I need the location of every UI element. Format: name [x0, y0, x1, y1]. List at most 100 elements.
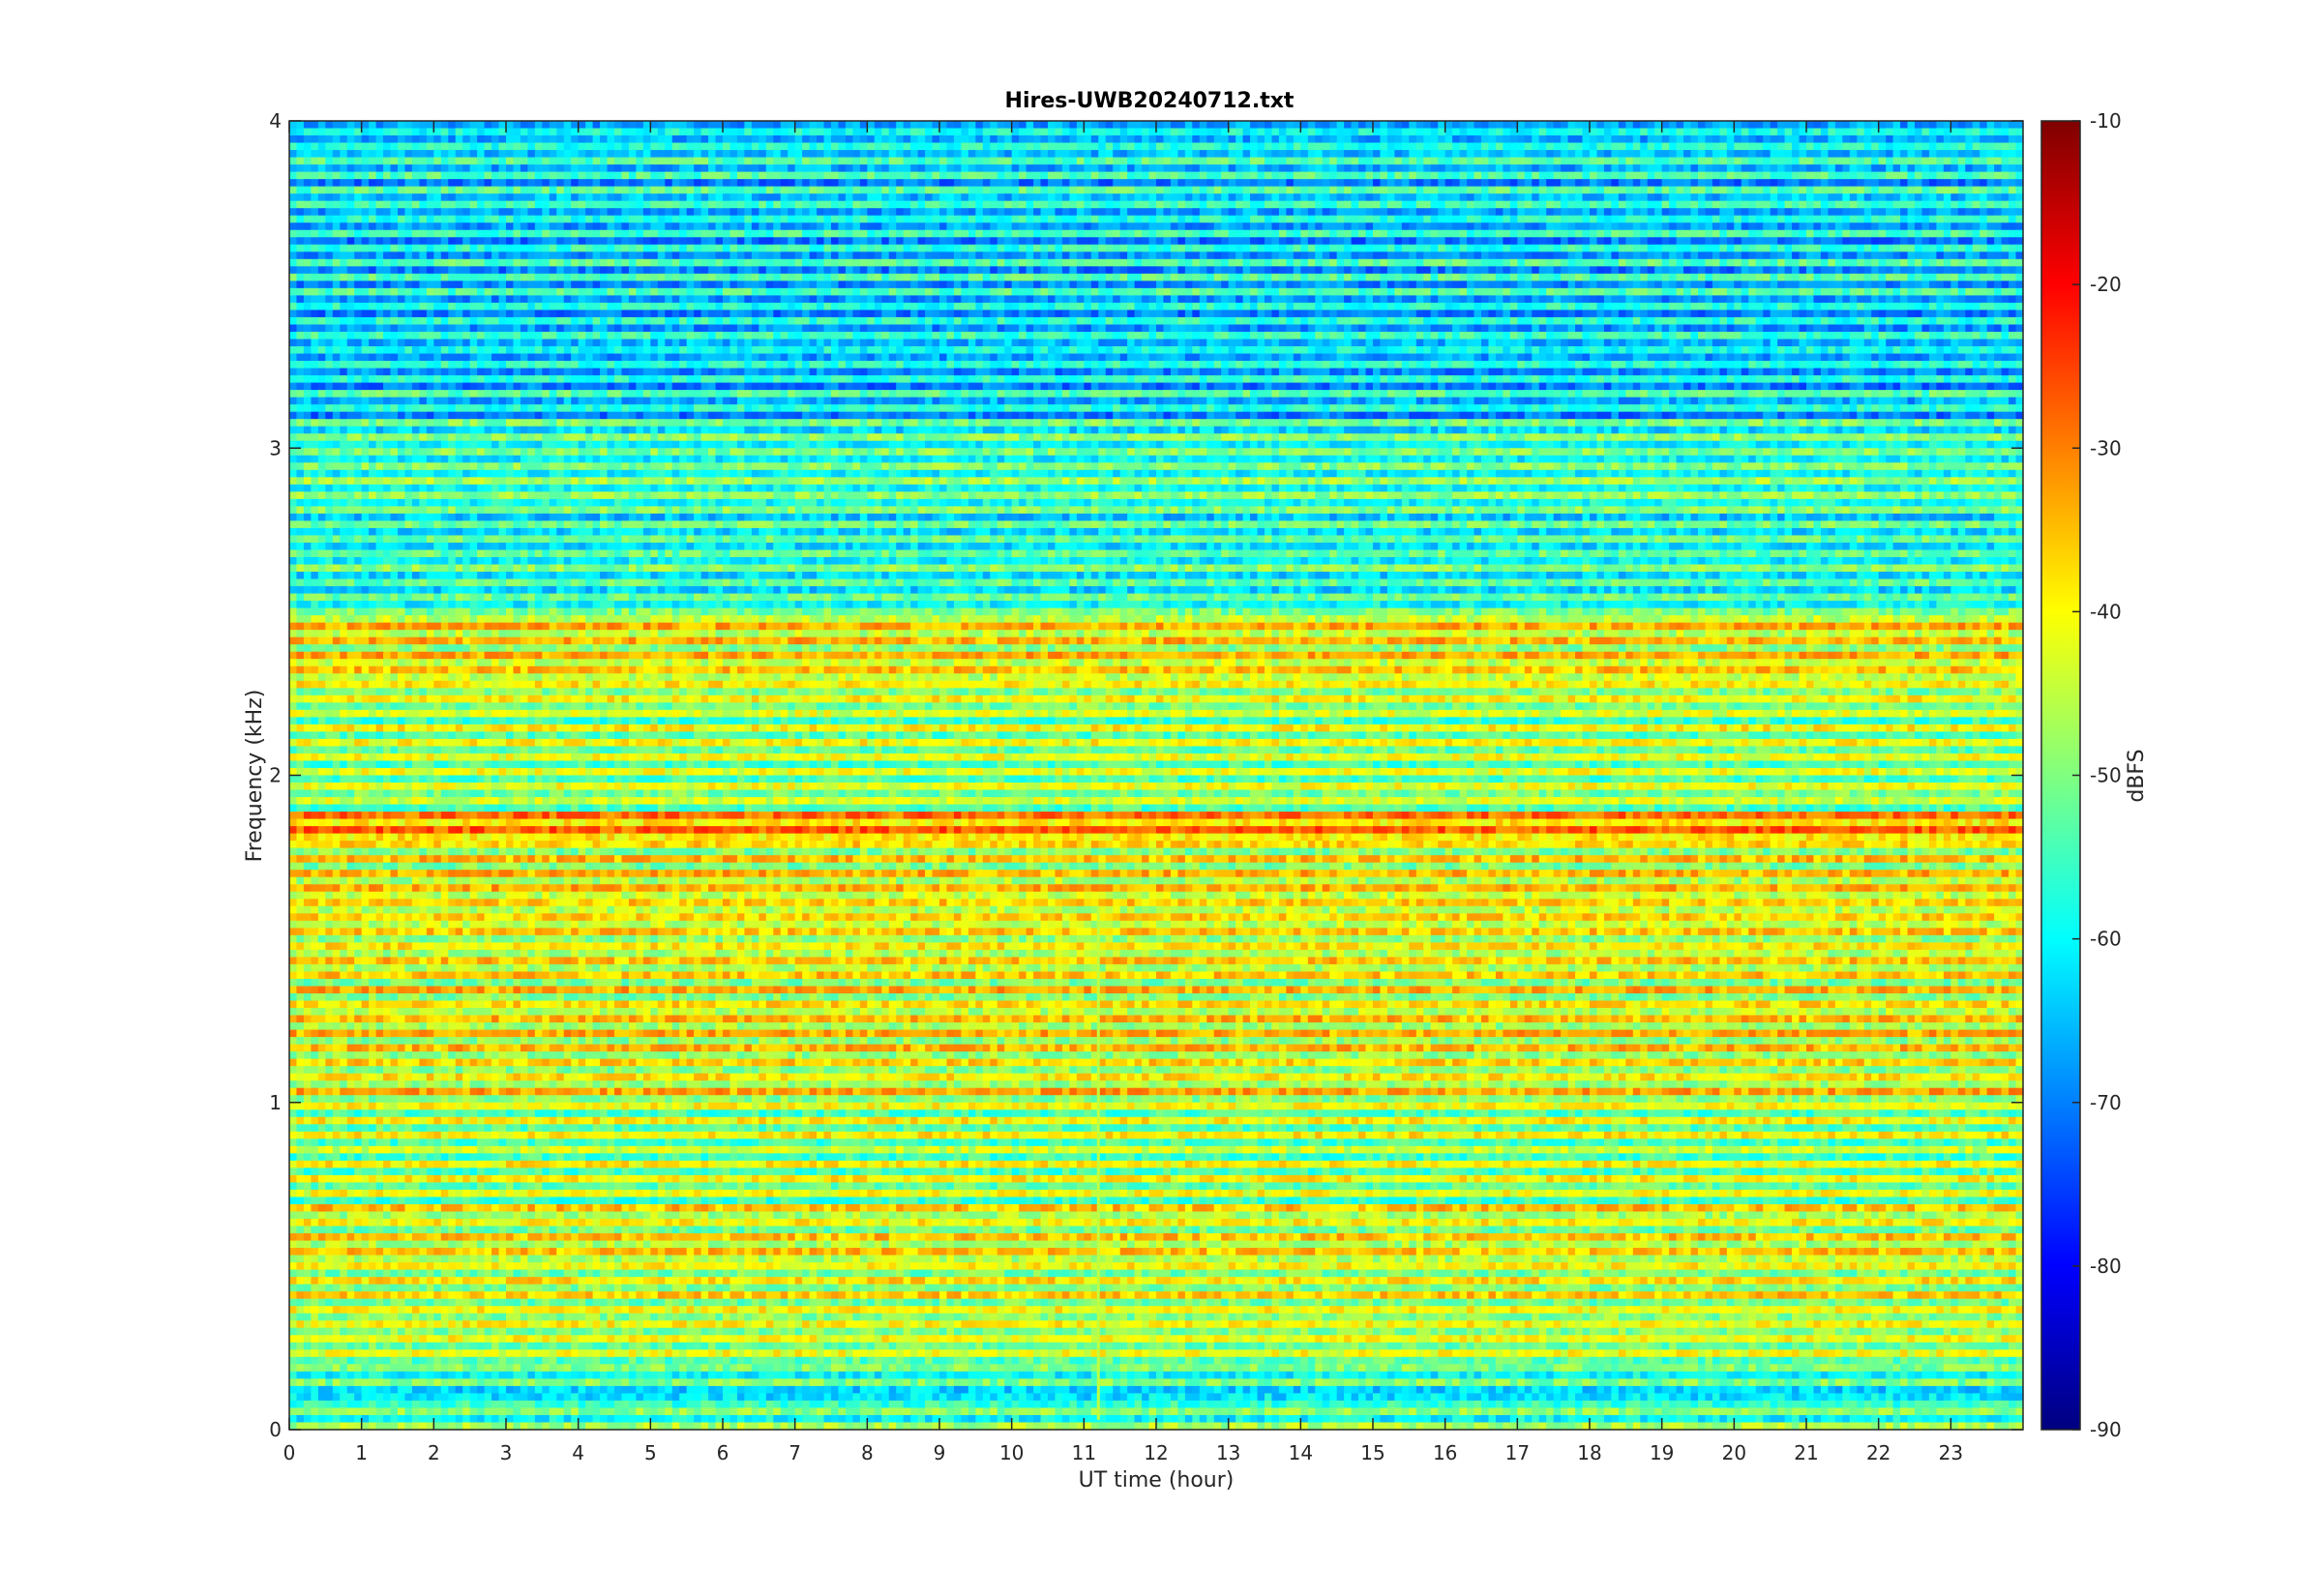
- heatmap-cell: [636, 129, 643, 136]
- heatmap-cell: [643, 135, 651, 143]
- heatmap-cell: [1142, 179, 1149, 187]
- heatmap-cell: [1467, 158, 1474, 165]
- heatmap-cell: [1619, 150, 1626, 158]
- heatmap-cell: [1149, 179, 1157, 187]
- heatmap-cell: [1373, 143, 1381, 151]
- heatmap-cell: [1525, 135, 1533, 143]
- heatmap-cell: [1575, 172, 1583, 180]
- heatmap-cell: [391, 158, 399, 165]
- heatmap-cell: [1698, 193, 1706, 201]
- heatmap-cell: [1033, 179, 1041, 187]
- heatmap-cell: [1677, 121, 1684, 129]
- heatmap-cell: [1792, 193, 1800, 201]
- heatmap-cell: [1611, 201, 1619, 209]
- heatmap-cell: [904, 158, 911, 165]
- heatmap-cell: [1300, 172, 1308, 180]
- heatmap-cell: [412, 121, 420, 129]
- heatmap-cell: [441, 201, 449, 209]
- heatmap-cell: [1734, 121, 1742, 129]
- heatmap-cell: [1171, 201, 1178, 209]
- heatmap-cell: [477, 208, 485, 216]
- heatmap-cell: [571, 208, 579, 216]
- heatmap-cell: [1806, 172, 1814, 180]
- heatmap-cell: [1265, 158, 1272, 165]
- heatmap-cell: [1568, 164, 1576, 172]
- heatmap-cell: [881, 150, 889, 158]
- heatmap-cell: [788, 135, 795, 143]
- heatmap-cell: [1416, 150, 1424, 158]
- heatmap-cell: [1712, 164, 1720, 172]
- heatmap-cell: [433, 143, 441, 151]
- heatmap-cell: [1229, 164, 1236, 172]
- heatmap-cell: [1380, 187, 1387, 194]
- heatmap-cell: [419, 193, 427, 201]
- heatmap-cell: [1640, 201, 1648, 209]
- heatmap-cell: [1987, 158, 1995, 165]
- heatmap-cell: [896, 164, 904, 172]
- heatmap-cell: [369, 158, 376, 165]
- heatmap-cell: [925, 193, 933, 201]
- heatmap-cell: [1294, 201, 1301, 209]
- heatmap-cell: [470, 129, 478, 136]
- heatmap-cell: [1229, 172, 1236, 180]
- heatmap-cell: [1149, 158, 1157, 165]
- heatmap-cell: [1857, 164, 1864, 172]
- heatmap-cell: [1171, 143, 1178, 151]
- heatmap-cell: [1135, 143, 1143, 151]
- heatmap-cell: [1243, 172, 1251, 180]
- heatmap-cell: [1235, 187, 1243, 194]
- heatmap-cell: [608, 135, 615, 143]
- heatmap-cell: [990, 201, 997, 209]
- heatmap-cell: [1886, 150, 1893, 158]
- heatmap-cell: [1019, 208, 1027, 216]
- heatmap-cell: [1041, 208, 1049, 216]
- heatmap-cell: [1648, 121, 1655, 129]
- heatmap-cell: [289, 158, 297, 165]
- heatmap-cell: [1084, 143, 1091, 151]
- heatmap-cell: [752, 172, 759, 180]
- heatmap-cell: [910, 135, 918, 143]
- heatmap-cell: [433, 158, 441, 165]
- heatmap-cell: [579, 179, 586, 187]
- heatmap-cell: [1315, 143, 1323, 151]
- heatmap-cell: [1250, 172, 1258, 180]
- heatmap-cell: [744, 187, 752, 194]
- heatmap-cell: [1611, 193, 1619, 201]
- heatmap-cell: [1532, 179, 1539, 187]
- heatmap-cell: [672, 129, 680, 136]
- heatmap-cell: [708, 172, 716, 180]
- heatmap-cell: [521, 201, 528, 209]
- heatmap-cell: [716, 150, 724, 158]
- heatmap-cell: [759, 121, 766, 129]
- heatmap-cell: [1243, 129, 1251, 136]
- heatmap-cell: [723, 172, 730, 180]
- heatmap-cell: [600, 158, 608, 165]
- heatmap-cell: [1633, 164, 1641, 172]
- heatmap-cell: [556, 143, 564, 151]
- heatmap-cell: [1958, 135, 1966, 143]
- heatmap-cell: [1683, 129, 1691, 136]
- heatmap-cell: [427, 143, 434, 151]
- heatmap-cell: [1337, 164, 1345, 172]
- heatmap-cell: [1944, 158, 1951, 165]
- heatmap-cell: [1163, 158, 1171, 165]
- heatmap-cell: [1936, 121, 1944, 129]
- heatmap-cell: [1510, 143, 1518, 151]
- heatmap-cell: [838, 179, 846, 187]
- heatmap-cell: [521, 187, 528, 194]
- heatmap-cell: [1120, 121, 1128, 129]
- heatmap-cell: [1294, 179, 1301, 187]
- heatmap-cell: [1886, 164, 1893, 172]
- heatmap-cell: [904, 172, 911, 180]
- heatmap-cell: [340, 208, 347, 216]
- heatmap-cell: [954, 164, 962, 172]
- heatmap-cell: [1879, 135, 1887, 143]
- heatmap-cell: [1496, 129, 1503, 136]
- heatmap-cell: [1243, 143, 1251, 151]
- heatmap-cell: [1358, 201, 1366, 209]
- heatmap-cell: [983, 129, 991, 136]
- heatmap-cell: [1886, 187, 1893, 194]
- heatmap-cell: [325, 150, 333, 158]
- heatmap-cell: [1756, 121, 1764, 129]
- heatmap-cell: [527, 164, 535, 172]
